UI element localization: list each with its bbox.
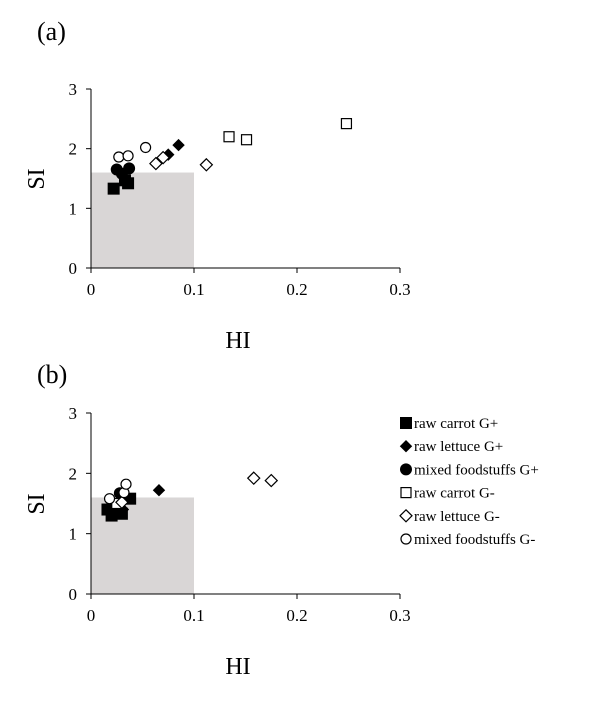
- panel-b-point-raw-lettuce-g: [115, 495, 129, 510]
- panel-b-x-tick-label: 0.2: [286, 606, 307, 625]
- panel-a-point-raw-carrot-g: [122, 177, 135, 190]
- panel-a-point-raw-lettuce-g: [149, 156, 163, 171]
- legend-label: raw lettuce G-: [414, 509, 500, 525]
- panel-a-point-mixed-foodstuffs-g: [113, 151, 125, 163]
- panel-a-label: (a): [37, 17, 66, 46]
- panel-b-y-tick-label: 2: [69, 464, 78, 483]
- legend-item-mixed-foodstuffs-g: mixed foodstuffs G-: [400, 532, 535, 548]
- panel-a-point-mixed-foodstuffs-g: [122, 150, 134, 162]
- legend-item-raw-lettuce-g: raw lettuce G-: [399, 508, 500, 525]
- panel-b: (b) 0 0.1 0.2 0.3 0 1 2 3 HI SI: [24, 360, 411, 680]
- panel-a-point-mixed-foodstuffs-g: [123, 162, 136, 175]
- panel-a-point-raw-lettuce-g: [199, 157, 214, 172]
- panel-b-y-axis-title: SI: [24, 493, 50, 514]
- panel-a-plot: 0 0.1 0.2 0.3 0 1 2 3: [69, 80, 411, 299]
- panel-b-x-axis-title: HI: [225, 654, 250, 680]
- panel-a-y-tick-label: 1: [69, 199, 78, 218]
- panel-b-point-raw-lettuce-g: [246, 471, 261, 486]
- panel-b-point-raw-lettuce-g: [264, 473, 279, 488]
- panel-a-series-raw-carrot-g: [223, 118, 353, 146]
- panel-b-y-tick-label: 1: [69, 525, 78, 544]
- legend-marker-mixed-foodstuffs-g: [400, 463, 412, 476]
- legend-marker-raw-carrot-g: [400, 487, 412, 499]
- legend-item-raw-carrot-g: raw carrot G+: [400, 416, 498, 432]
- legend-label: mixed foodstuffs G+: [414, 462, 539, 478]
- panel-a-point-raw-carrot-g: [223, 131, 235, 143]
- panel-b-y-tick-label: 0: [69, 585, 78, 604]
- panel-a-series-mixed-foodstuffs-g: [110, 162, 136, 180]
- panel-b-label: (b): [37, 360, 67, 389]
- panel-b-point-raw-carrot-g: [105, 509, 118, 522]
- legend-label: mixed foodstuffs G-: [414, 532, 535, 548]
- panel-a-y-tick-label: 0: [69, 259, 78, 278]
- panel-a-point-raw-carrot-g: [240, 134, 253, 146]
- panel-a-threshold-region: [91, 172, 194, 268]
- panel-a-x-tick-label: 0: [87, 280, 96, 299]
- legend: raw carrot G+ raw lettuce G+ mixed foodstu…: [399, 416, 539, 548]
- legend-marker-mixed-foodstuffs-g: [400, 533, 412, 545]
- panel-b-plot: 0 0.1 0.2 0.3 0 1 2 3: [69, 404, 411, 625]
- panel-b-point-mixed-foodstuffs-g: [103, 493, 116, 505]
- panel-a-point-raw-lettuce-g: [156, 150, 170, 165]
- panel-b-x-tick-label: 0: [87, 606, 96, 625]
- legend-item-mixed-foodstuffs-g: mixed foodstuffs G+: [400, 462, 539, 478]
- panel-a-point-mixed-foodstuffs-g: [139, 141, 152, 154]
- legend-item-raw-lettuce-g: raw lettuce G+: [399, 439, 503, 455]
- panel-a-y-tick-label: 3: [69, 80, 78, 99]
- panel-b-point-raw-lettuce-g: [152, 484, 166, 497]
- panel-a-x-tick-label: 0.1: [183, 280, 204, 299]
- legend-item-raw-carrot-g: raw carrot G-: [400, 486, 495, 502]
- panel-a-series-raw-lettuce-g: [149, 150, 214, 172]
- panel-a-y-axis-title: SI: [24, 168, 50, 189]
- panel-a: (a) 0 0.1 0.2 0.3 0 1 2 3 HI SI: [24, 17, 411, 354]
- panel-a-x-tick-label: 0.3: [389, 280, 410, 299]
- legend-marker-raw-lettuce-g: [399, 439, 413, 453]
- panel-b-series-raw-lettuce-g: [115, 471, 279, 510]
- legend-label: raw carrot G+: [414, 416, 498, 432]
- legend-marker-raw-lettuce-g: [399, 508, 413, 523]
- panel-b-series-mixed-foodstuffs-g: [103, 478, 132, 505]
- panel-b-x-tick-label: 0.3: [389, 606, 410, 625]
- legend-marker-raw-carrot-g: [400, 417, 412, 429]
- panel-a-x-axis-title: HI: [225, 328, 250, 354]
- panel-a-y-tick-label: 2: [69, 140, 78, 159]
- panel-a-point-raw-lettuce-g: [172, 138, 185, 152]
- legend-label: raw carrot G-: [414, 486, 495, 502]
- panel-b-y-tick-label: 3: [69, 404, 78, 423]
- panel-a-point-raw-carrot-g: [340, 118, 353, 130]
- panel-a-point-raw-carrot-g: [107, 182, 120, 195]
- panel-b-x-tick-label: 0.1: [183, 606, 204, 625]
- panel-a-series-mixed-foodstuffs-g: [113, 141, 152, 163]
- panel-a-x-tick-label: 0.2: [286, 280, 307, 299]
- legend-label: raw lettuce G+: [414, 439, 503, 455]
- panel-b-point-mixed-foodstuffs-g: [120, 478, 132, 490]
